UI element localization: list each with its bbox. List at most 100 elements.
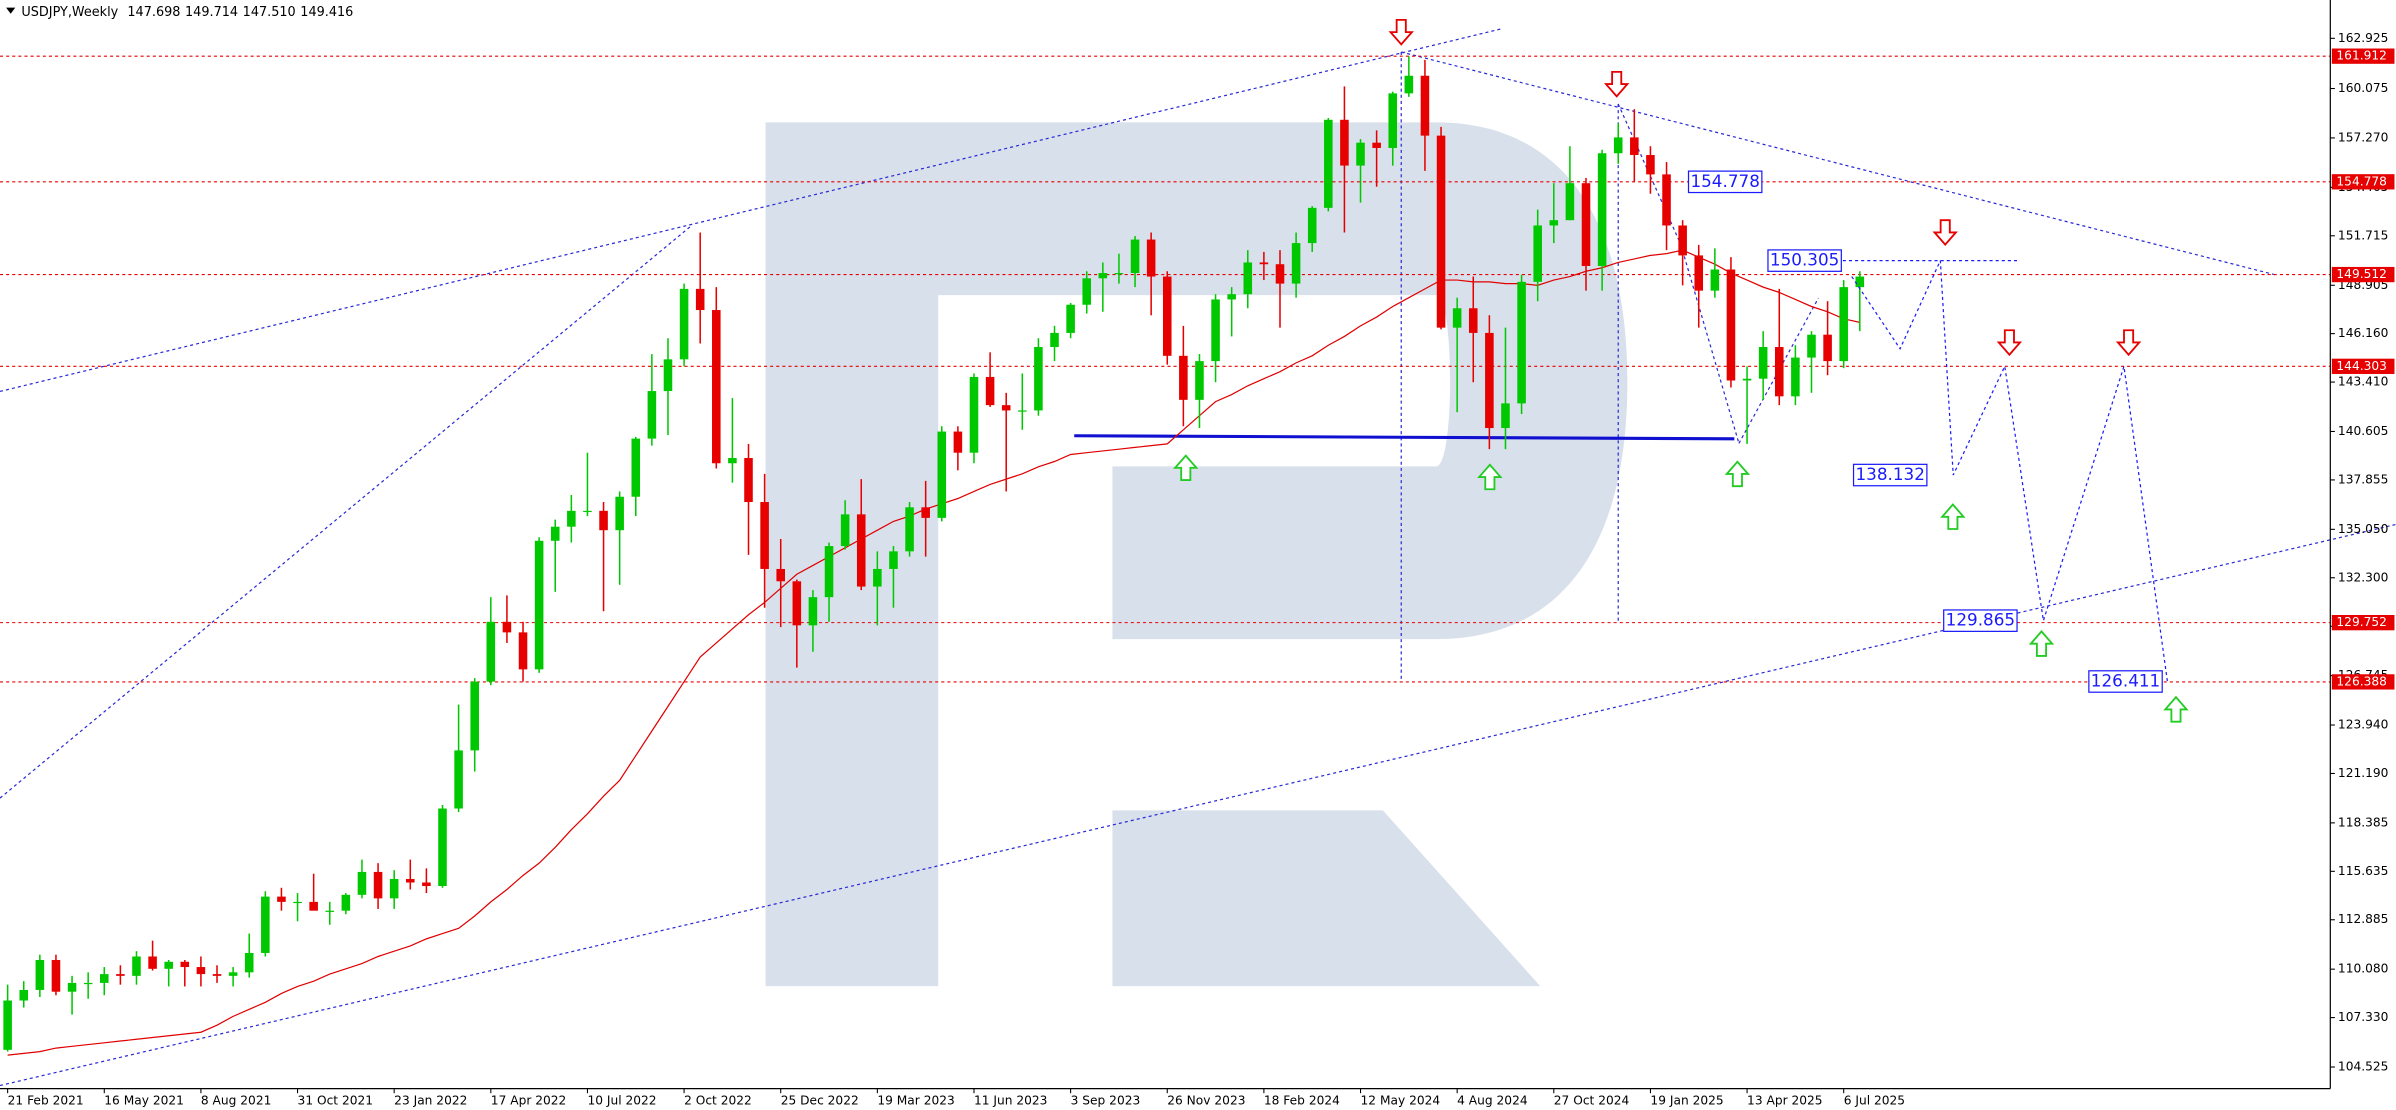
candle-body xyxy=(776,568,785,582)
candle-body xyxy=(132,956,141,976)
candle-body xyxy=(406,878,415,883)
candle-body xyxy=(889,551,898,569)
x-tick-label: 2 Oct 2022 xyxy=(684,1093,752,1107)
candle-body xyxy=(808,597,818,626)
candle-body xyxy=(325,910,335,912)
candle-body xyxy=(567,510,576,527)
price-label: 154.778 xyxy=(1690,171,1759,191)
level-price-label: 154.778 xyxy=(2336,174,2387,188)
candle-body xyxy=(969,376,979,453)
candle-body xyxy=(615,496,624,531)
candle-body xyxy=(1758,347,1768,379)
candle-body xyxy=(1710,269,1720,291)
candle-body xyxy=(389,878,399,899)
price-label-box xyxy=(1767,249,1842,272)
sell-arrow xyxy=(2115,329,2142,357)
candle-body xyxy=(1388,93,1398,148)
x-tick-label: 18 Feb 2024 xyxy=(1264,1093,1340,1107)
candle-body xyxy=(164,961,173,969)
candle-body xyxy=(1855,276,1865,288)
candle-body xyxy=(470,681,479,751)
y-tick-label: 162.925 xyxy=(2338,31,2389,45)
level-price-label: 149.512 xyxy=(2336,267,2387,281)
forecast-path xyxy=(1851,260,2169,682)
trend-line xyxy=(1401,51,2277,276)
candle-body xyxy=(583,510,592,513)
x-tick-label: 19 Jan 2025 xyxy=(1650,1093,1723,1107)
candle-body xyxy=(1195,361,1204,400)
price-label: 126.411 xyxy=(2091,670,2160,690)
support-line xyxy=(1074,434,1735,441)
candle-body xyxy=(116,974,125,976)
candle-body xyxy=(19,989,29,1001)
x-tick-label: 31 Oct 2021 xyxy=(298,1093,374,1107)
watermark-logo xyxy=(765,122,1628,987)
candle-body xyxy=(1340,119,1349,166)
x-tick-label: 4 Aug 2024 xyxy=(1457,1093,1528,1107)
candle-body xyxy=(1549,220,1559,226)
y-tick-label: 157.270 xyxy=(2338,130,2389,144)
sell-arrow xyxy=(1388,18,1414,46)
candle-body xyxy=(341,894,351,911)
candle-body xyxy=(180,961,190,968)
moving-average xyxy=(7,249,1860,1056)
candle-body xyxy=(1791,357,1800,397)
x-tick-label: 12 May 2024 xyxy=(1361,1093,1441,1107)
y-tick-label: 123.940 xyxy=(2338,718,2389,732)
candle-body xyxy=(1082,278,1092,305)
level-price-box xyxy=(2331,266,2395,283)
buy-arrow xyxy=(2163,695,2189,723)
x-tick-label: 27 Oct 2024 xyxy=(1554,1093,1630,1107)
candle-body xyxy=(873,568,882,587)
candle-body xyxy=(1001,405,1011,411)
candle-body xyxy=(502,621,512,633)
candle-body xyxy=(1839,287,1848,362)
price-label: 150.305 xyxy=(1770,250,1839,270)
x-tick-label: 26 Nov 2023 xyxy=(1167,1093,1245,1107)
level-price-box xyxy=(2331,674,2395,690)
candle-body xyxy=(534,540,544,670)
candle-body xyxy=(840,514,850,547)
candle-body xyxy=(1597,153,1607,266)
candle-body xyxy=(454,750,463,809)
candle-body xyxy=(1630,137,1639,156)
candle-body xyxy=(196,967,206,975)
candle-body xyxy=(1259,262,1269,265)
header: USDJPY,Weekly 147.698 149.714 147.510 149.41… xyxy=(21,5,353,20)
menu-triangle[interactable] xyxy=(6,7,16,14)
trend-line xyxy=(0,28,1501,392)
level-price-label: 126.388 xyxy=(2336,674,2387,688)
candle-body xyxy=(357,871,367,895)
level-price-label: 129.752 xyxy=(2336,615,2387,629)
level-price-box xyxy=(2331,174,2395,190)
y-tick-label: 115.635 xyxy=(2338,864,2389,878)
x-tick-label: 25 Dec 2022 xyxy=(781,1093,859,1107)
candle-body xyxy=(663,359,673,392)
level-price-box xyxy=(2331,48,2395,64)
candle-body xyxy=(728,457,737,464)
x-tick-label: 21 Feb 2021 xyxy=(8,1093,84,1107)
candle-body xyxy=(1485,332,1494,429)
candle-body xyxy=(1678,225,1687,256)
y-tick-label: 110.080 xyxy=(2338,962,2389,976)
price-label-box xyxy=(1943,609,2018,632)
y-tick-label: 137.855 xyxy=(2338,472,2389,486)
level-price-label: 161.912 xyxy=(2336,49,2387,63)
x-tick-label: 13 Apr 2025 xyxy=(1747,1093,1823,1107)
price-label: 138.132 xyxy=(1855,464,1924,484)
candle-body xyxy=(1517,281,1526,404)
x-tick-label: 19 Mar 2023 xyxy=(877,1093,954,1107)
candle-body xyxy=(1179,355,1188,400)
x-tick-label: 10 Jul 2022 xyxy=(587,1093,656,1107)
candle-body xyxy=(1807,334,1816,358)
symbol-title: USDJPY,Weekly xyxy=(21,5,118,20)
y-tick-label: 107.330 xyxy=(2338,1010,2389,1024)
header-value: 147.510 xyxy=(243,5,296,20)
candle-body xyxy=(1211,299,1220,362)
candle-body xyxy=(679,288,689,360)
buy-arrow xyxy=(2028,630,2055,657)
candle-body xyxy=(550,526,560,541)
y-tick-label: 146.160 xyxy=(2338,326,2389,340)
